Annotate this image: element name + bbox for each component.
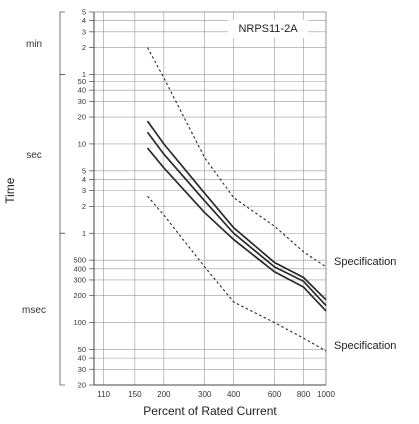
- y-tick-label: 1: [82, 229, 86, 238]
- x-axis-ticks: 110 150 200 300 400 600 800 1000: [97, 390, 335, 399]
- specification-limit-line: [147, 195, 327, 352]
- x-tick-label: 110: [97, 390, 110, 399]
- x-tick-label: 800: [297, 390, 311, 399]
- y-tick-label: 2: [82, 202, 86, 211]
- unit-band-bracket: [59, 11, 65, 75]
- y-tick-label: 1: [82, 70, 86, 79]
- y-tick-label: 20: [78, 381, 86, 390]
- time-current-curve: [146, 147, 327, 312]
- y-tick-label: 20: [78, 113, 86, 122]
- unit-band-bracket: [59, 74, 65, 234]
- y-tick-label: 5: [82, 166, 86, 175]
- annotations: Specification Specification: [334, 256, 396, 352]
- specification-label: Specification: [334, 256, 396, 268]
- y-tick-label: 30: [78, 365, 86, 374]
- specification-limit-line: [147, 47, 327, 268]
- x-tick-label: 400: [227, 390, 241, 399]
- x-tick-label: 150: [128, 390, 142, 399]
- y-tick-label: 200: [73, 291, 86, 300]
- y-tick-label: 50: [78, 77, 86, 86]
- chart-title: NRPS11-2A: [238, 23, 298, 35]
- y-tick-label: 30: [78, 97, 86, 106]
- x-tick-label: 1000: [317, 390, 335, 399]
- x-axis-label: Percent of Rated Current: [143, 404, 277, 418]
- x-tick-label: 200: [157, 390, 171, 399]
- y-tick-label: 400: [73, 264, 86, 273]
- y-axis-label: Time: [3, 177, 17, 204]
- y-tick-label: 5: [82, 8, 86, 17]
- y-tick-label: 100: [73, 318, 86, 327]
- unit-bands: min sec msec: [22, 11, 65, 386]
- y-tick-label: 50: [78, 345, 86, 354]
- time-current-curve: [146, 120, 327, 301]
- time-current-curve: [146, 131, 327, 307]
- unit-band-label: min: [26, 39, 42, 50]
- series-group: [146, 47, 327, 352]
- specification-label: Specification: [334, 340, 396, 352]
- y-tick-label: 4: [82, 175, 86, 184]
- y-tick-label: 3: [82, 186, 86, 195]
- y-tick-label: 40: [78, 86, 86, 95]
- y-tick-label: 40: [78, 354, 86, 363]
- y-tick-label: 3: [82, 27, 86, 36]
- y-axis-ticks: 5432150403020105432150040030020010050403…: [73, 8, 94, 390]
- unit-band-label: sec: [26, 150, 42, 161]
- x-tick-label: 300: [198, 390, 212, 399]
- y-tick-label: 300: [73, 275, 86, 284]
- y-tick-label: 500: [73, 256, 86, 265]
- x-tick-label: 600: [268, 390, 282, 399]
- unit-band-label: msec: [22, 305, 46, 316]
- unit-band-bracket: [59, 232, 65, 386]
- y-tick-label: 2: [82, 43, 86, 52]
- title-box: [228, 20, 308, 38]
- y-tick-label: 10: [78, 139, 86, 148]
- y-tick-label: 4: [82, 16, 86, 25]
